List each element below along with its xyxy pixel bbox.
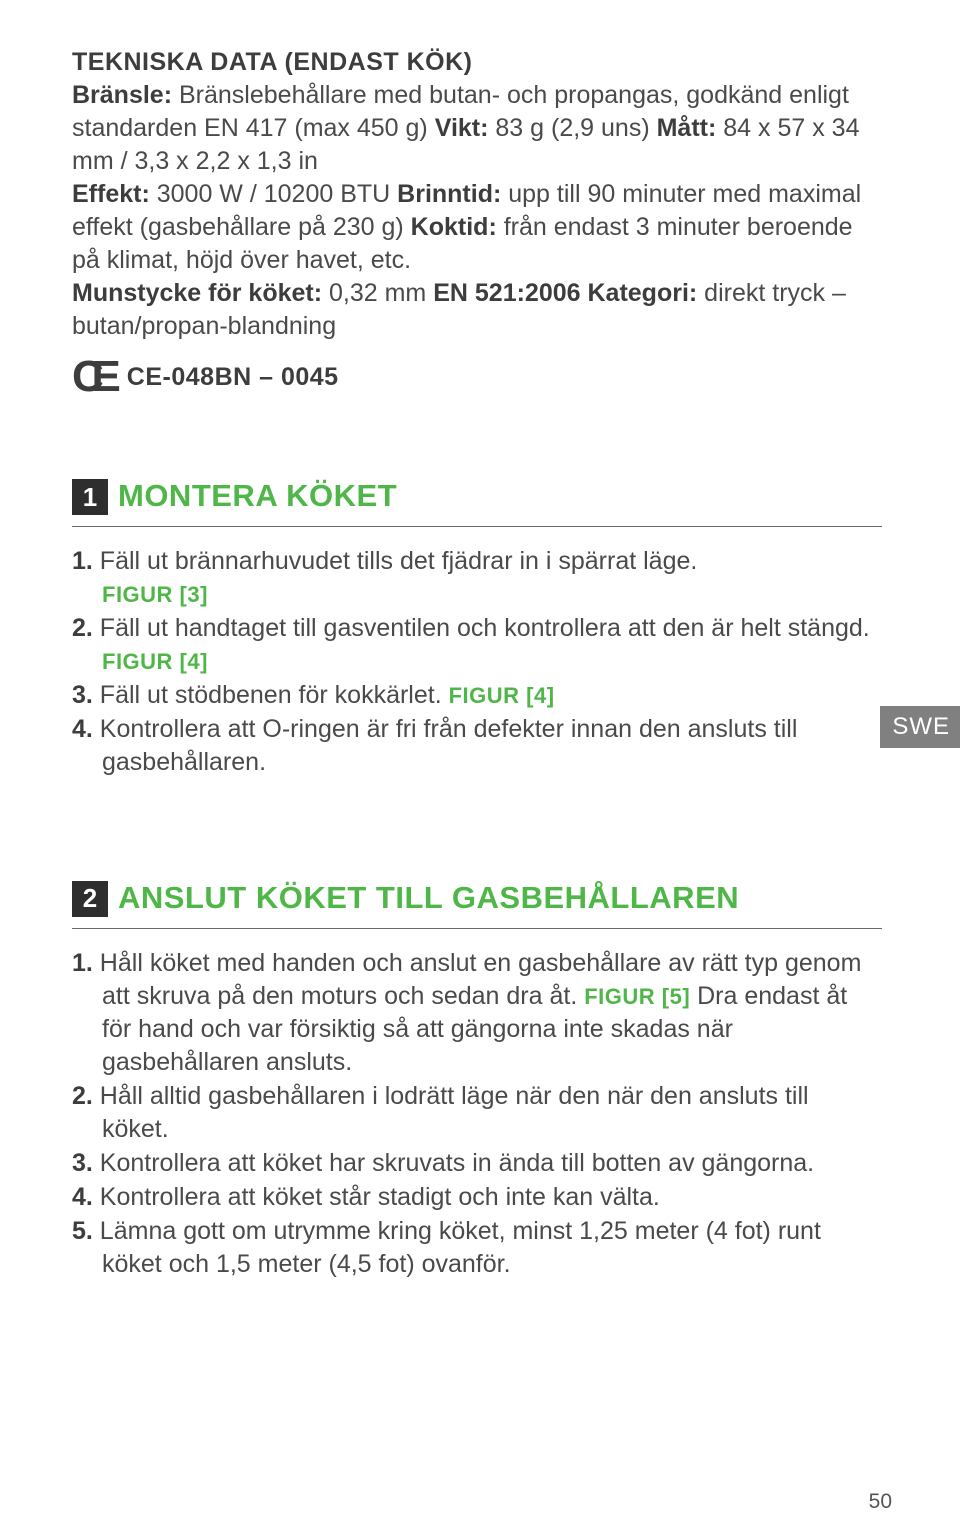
step-number: 1. — [72, 547, 93, 575]
section-montera: 1 MONTERA KÖKET 1. Fäll ut brännarhuvude… — [72, 477, 900, 779]
step-item: 2. Fäll ut handtaget till gasventilen oc… — [72, 612, 882, 678]
step-number: 3. — [72, 681, 93, 709]
language-tab: SWE — [880, 706, 960, 748]
steps-list: 1. Håll köket med handen och anslut en g… — [72, 947, 882, 1281]
section-title-row: 1 MONTERA KÖKET — [72, 477, 882, 527]
section-title: ANSLUT KÖKET TILL GASBEHÅLLAREN — [118, 879, 739, 918]
step-text: Lämna gott om utrymme kring köket, minst… — [93, 1217, 821, 1278]
step-item: 4. Kontrollera att köket står stadigt oc… — [72, 1181, 882, 1214]
page-number: 50 — [869, 1490, 892, 1514]
weight-label: Vikt: — [435, 114, 489, 142]
section-number-badge: 2 — [72, 881, 108, 917]
nozzle-label: Munstycke för köket: — [72, 279, 322, 307]
cook-label: Koktid: — [411, 213, 497, 241]
section-title-row: 2 ANSLUT KÖKET TILL GASBEHÅLLAREN — [72, 879, 882, 929]
tech-data-block: TEKNISKA DATA (ENDAST KÖK) Bränsle: Brän… — [72, 48, 900, 399]
ce-code: CE-048BN – 0045 — [127, 363, 339, 392]
step-text: Kontrollera att köket står stadigt och i… — [93, 1183, 660, 1211]
step-item: 4. Kontrollera att O-ringen är fri från … — [72, 713, 882, 779]
weight-text: 83 g (2,9 uns) — [488, 114, 656, 142]
step-item: 1. Håll köket med handen och anslut en g… — [72, 947, 882, 1079]
steps-list: 1. Fäll ut brännarhuvudet tills det fjäd… — [72, 545, 882, 779]
step-text: Fäll ut stödbenen för kokkärlet. — [93, 681, 449, 709]
step-number: 3. — [72, 1149, 93, 1177]
tech-body: Bränsle: Bränslebehållare med butan- och… — [72, 79, 882, 343]
step-item: 3. Fäll ut stödbenen för kokkärlet. FIGU… — [72, 679, 882, 712]
step-number: 5. — [72, 1217, 93, 1245]
ce-mark-icon: C E — [72, 355, 127, 399]
step-number: 4. — [72, 1183, 93, 1211]
figure-ref: FIGUR [4] — [449, 683, 555, 708]
ce-row: C E CE-048BN – 0045 — [72, 355, 900, 399]
effect-text: 3000 W / 10200 BTU — [150, 180, 397, 208]
step-item: 3. Kontrollera att köket har skruvats in… — [72, 1147, 882, 1180]
step-text: Fäll ut handtaget till gasventilen och k… — [93, 614, 870, 642]
figure-ref: FIGUR [5] — [584, 984, 690, 1009]
step-text: Kontrollera att köket har skruvats in än… — [93, 1149, 814, 1177]
step-text: Håll alltid gasbehållaren i lodrätt läge… — [93, 1082, 809, 1143]
step-number: 1. — [72, 949, 93, 977]
step-text: Kontrollera att O-ringen är fri från def… — [93, 715, 798, 776]
effect-label: Effekt: — [72, 180, 150, 208]
section-title: MONTERA KÖKET — [118, 477, 397, 516]
dim-label: Mått: — [657, 114, 717, 142]
section-anslut: 2 ANSLUT KÖKET TILL GASBEHÅLLAREN 1. Hål… — [72, 879, 900, 1281]
step-number: 4. — [72, 715, 93, 743]
step-number: 2. — [72, 614, 93, 642]
step-item: 5. Lämna gott om utrymme kring köket, mi… — [72, 1215, 882, 1281]
step-number: 2. — [72, 1082, 93, 1110]
step-item: 1. Fäll ut brännarhuvudet tills det fjäd… — [72, 545, 882, 611]
step-item: 2. Håll alltid gasbehållaren i lodrätt l… — [72, 1080, 882, 1146]
tech-heading: TEKNISKA DATA (ENDAST KÖK) — [72, 48, 900, 77]
section-number-badge: 1 — [72, 479, 108, 515]
figure-ref: FIGUR [3] — [102, 582, 208, 607]
nozzle-text: 0,32 mm — [322, 279, 433, 307]
burn-label: Brinntid: — [397, 180, 501, 208]
cat-label: EN 521:2006 Kategori: — [433, 279, 697, 307]
figure-ref: FIGUR [4] — [102, 649, 208, 674]
step-text: Fäll ut brännarhuvudet tills det fjädrar… — [93, 547, 697, 575]
fuel-label: Bränsle: — [72, 81, 172, 109]
